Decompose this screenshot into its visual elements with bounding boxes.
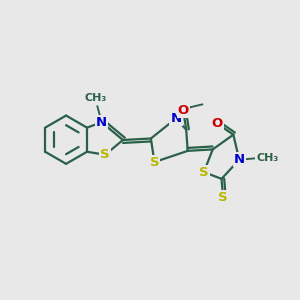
Text: N: N xyxy=(234,153,245,166)
Text: N: N xyxy=(170,112,182,125)
Text: S: S xyxy=(218,190,228,204)
Text: N: N xyxy=(96,116,107,129)
Text: O: O xyxy=(178,104,189,117)
Text: S: S xyxy=(100,148,110,161)
Text: S: S xyxy=(150,156,159,169)
Text: S: S xyxy=(199,166,209,178)
Text: O: O xyxy=(212,117,223,130)
Text: CH₃: CH₃ xyxy=(85,93,107,103)
Text: CH₃: CH₃ xyxy=(256,153,279,163)
